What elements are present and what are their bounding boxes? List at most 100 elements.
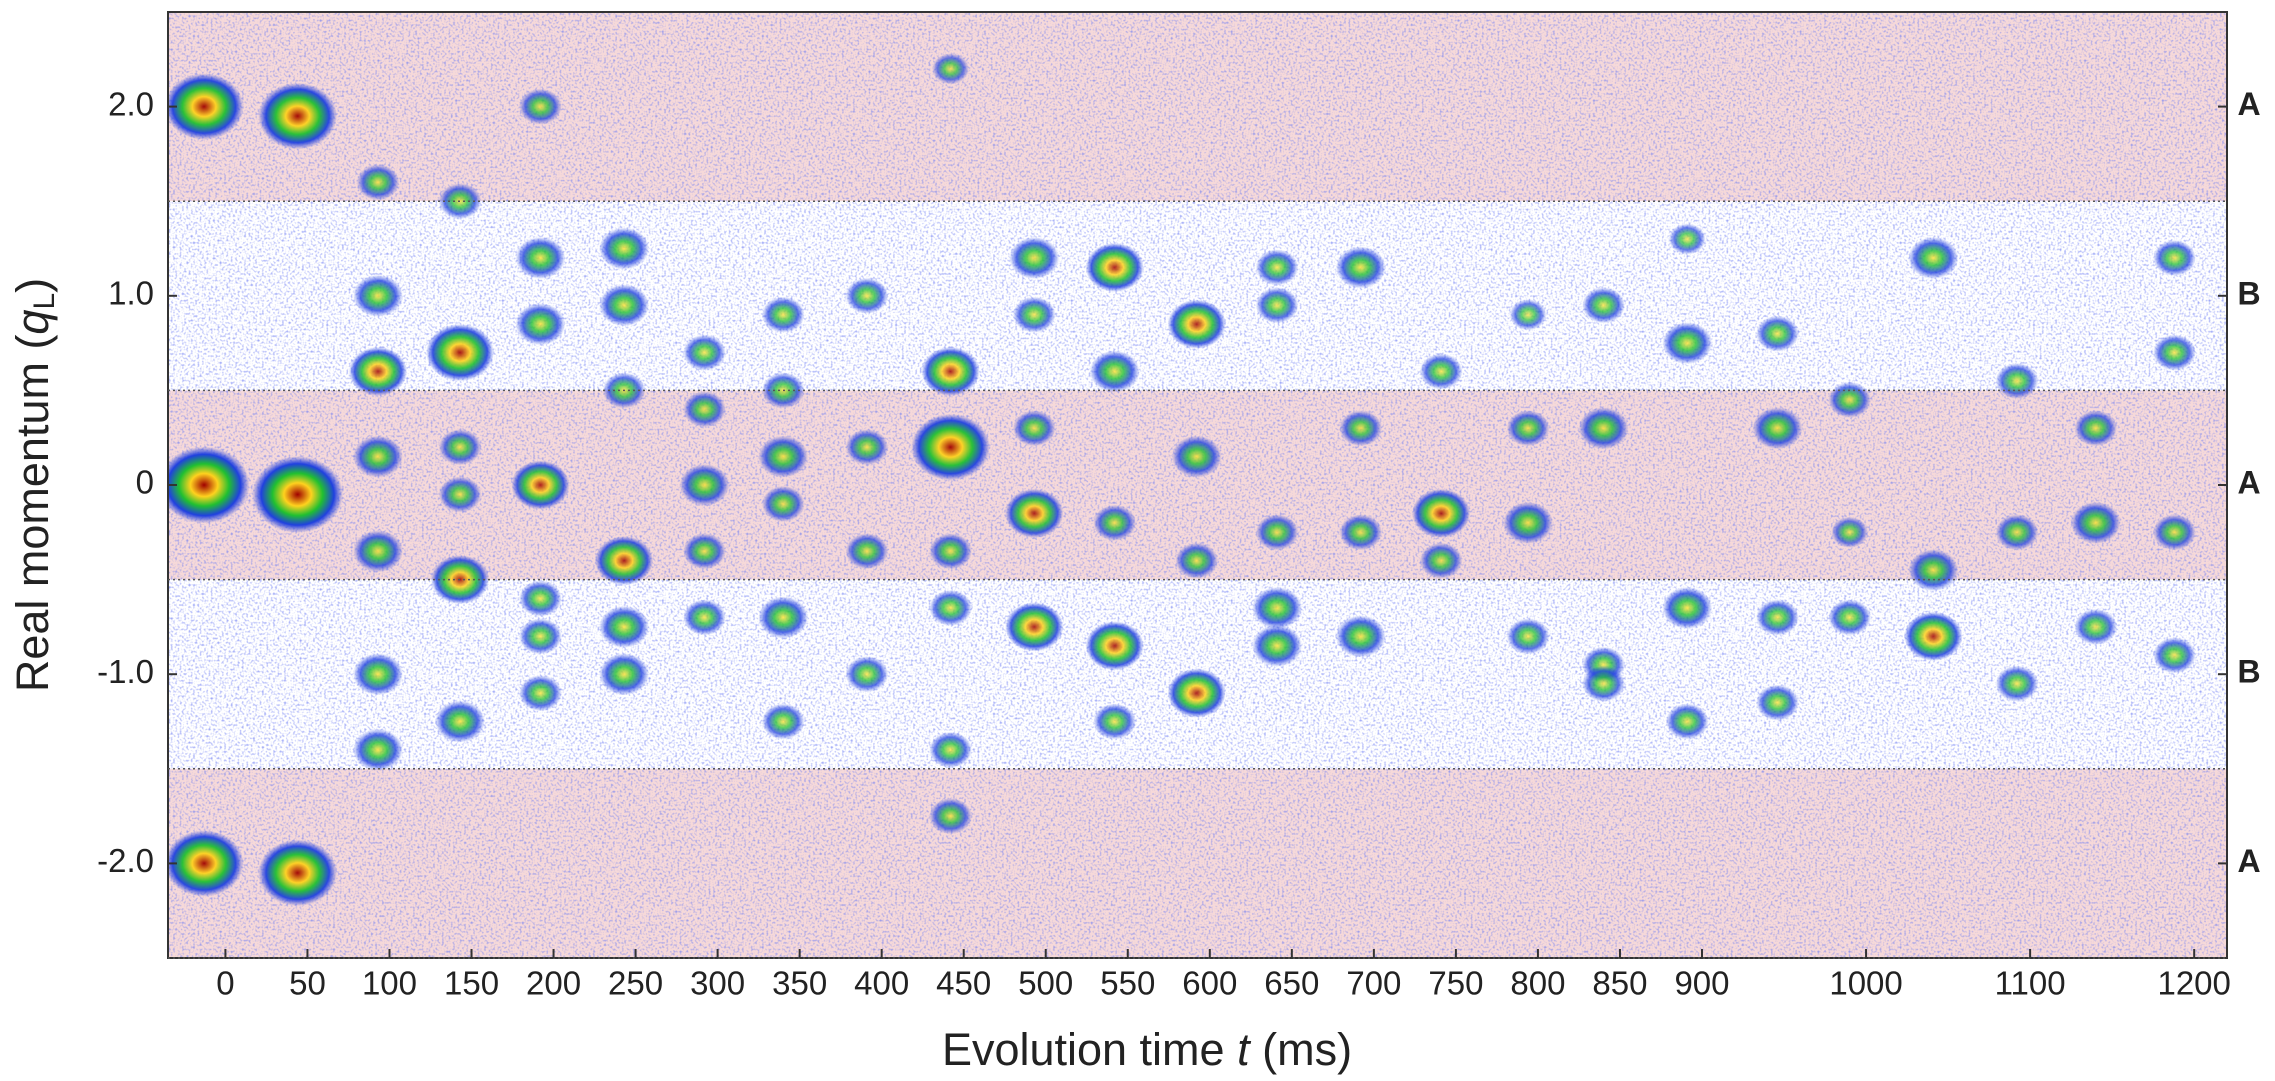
spot — [1012, 410, 1056, 447]
spot — [353, 653, 403, 696]
y-tick-label: 0 — [136, 464, 154, 501]
band-label: A — [2237, 86, 2260, 122]
spot — [594, 536, 654, 586]
spot — [2074, 410, 2118, 447]
spot — [348, 346, 408, 397]
x-tick-label: 1200 — [2157, 965, 2230, 1002]
spot — [435, 700, 485, 743]
spot — [1668, 223, 1706, 255]
spot — [599, 284, 650, 327]
spot — [1085, 621, 1144, 671]
spot — [1995, 514, 2039, 551]
spot — [932, 53, 970, 85]
x-axis-label: Evolution time t (ms) — [942, 1024, 1352, 1075]
x-tick-label: 100 — [362, 965, 417, 1002]
background-noise — [168, 12, 2227, 958]
x-tick-label: 900 — [1674, 965, 1729, 1002]
spot — [1335, 246, 1386, 289]
x-tick-label: 850 — [1592, 965, 1647, 1002]
spot — [921, 346, 980, 397]
spot — [1756, 599, 1799, 636]
spot — [679, 464, 730, 506]
spot — [1339, 514, 1383, 551]
spot — [430, 555, 490, 605]
spot — [1662, 586, 1713, 629]
y-label-subscript: L — [28, 293, 61, 310]
spot — [519, 580, 562, 617]
spot — [599, 227, 650, 270]
x-tick-label: 300 — [690, 965, 745, 1002]
x-tick-label: 600 — [1182, 965, 1237, 1002]
spot — [1005, 602, 1064, 652]
y-tick-label: -1.0 — [97, 653, 154, 690]
x-tick-label: 400 — [854, 965, 909, 1002]
spot — [1175, 542, 1219, 579]
spot — [1506, 618, 1550, 655]
spot — [519, 675, 562, 712]
x-tick-label: 700 — [1346, 965, 1401, 1002]
x-tick-label: 1000 — [1829, 965, 1902, 1002]
spot — [761, 485, 805, 522]
spot — [1167, 668, 1226, 718]
x-tick-label: 50 — [289, 965, 326, 1002]
spot — [1995, 665, 2039, 702]
spot — [845, 277, 889, 314]
x-tick-label: 150 — [444, 965, 499, 1002]
spot — [511, 460, 570, 510]
spot — [929, 533, 972, 570]
spot — [1831, 516, 1869, 548]
spot — [683, 334, 726, 371]
spot — [519, 618, 562, 655]
spot — [1085, 242, 1144, 292]
spot — [2074, 608, 2118, 645]
x-tick-label: 750 — [1428, 965, 1483, 1002]
spot — [1093, 703, 1137, 740]
spot — [2153, 637, 2196, 674]
spot — [438, 429, 482, 466]
spot — [1578, 407, 1629, 450]
spot — [758, 435, 809, 478]
spot — [761, 296, 805, 333]
x-tick-label: 250 — [608, 965, 663, 1002]
spot — [1005, 488, 1064, 538]
spot — [1503, 501, 1554, 544]
spot — [845, 429, 889, 466]
spot — [1756, 684, 1799, 721]
spot — [1756, 315, 1799, 352]
spot — [258, 839, 338, 907]
x-tick-label: 450 — [936, 965, 991, 1002]
spot — [1012, 296, 1056, 333]
spot — [2153, 334, 2196, 371]
x-tick-label: 800 — [1510, 965, 1565, 1002]
spot — [356, 164, 400, 201]
y-tick-label: 1.0 — [108, 275, 154, 312]
spot — [1171, 435, 1222, 478]
spot — [599, 605, 650, 648]
spot — [758, 596, 809, 639]
spot — [1419, 542, 1463, 579]
spot — [353, 530, 403, 573]
x-tick-label: 550 — [1100, 965, 1155, 1002]
spot — [353, 435, 403, 478]
spot — [1255, 514, 1299, 551]
spot — [1828, 381, 1872, 418]
band-label: A — [2237, 843, 2260, 879]
spot — [353, 728, 403, 771]
spot — [438, 183, 482, 220]
spot — [1255, 287, 1299, 324]
spot — [1665, 703, 1709, 740]
spot — [1252, 624, 1302, 667]
spot — [683, 599, 726, 636]
spot — [1908, 236, 1959, 279]
band-label: B — [2237, 275, 2260, 311]
spot — [761, 703, 805, 740]
spot — [1582, 665, 1625, 702]
spot — [845, 656, 889, 693]
y-axis-label: Real momentum (qL) — [7, 278, 61, 692]
x-tick-label: 650 — [1264, 965, 1319, 1002]
spot — [168, 446, 250, 524]
spot — [683, 391, 726, 428]
spot — [1908, 549, 1959, 592]
spot — [1089, 350, 1140, 393]
spot — [683, 533, 726, 570]
